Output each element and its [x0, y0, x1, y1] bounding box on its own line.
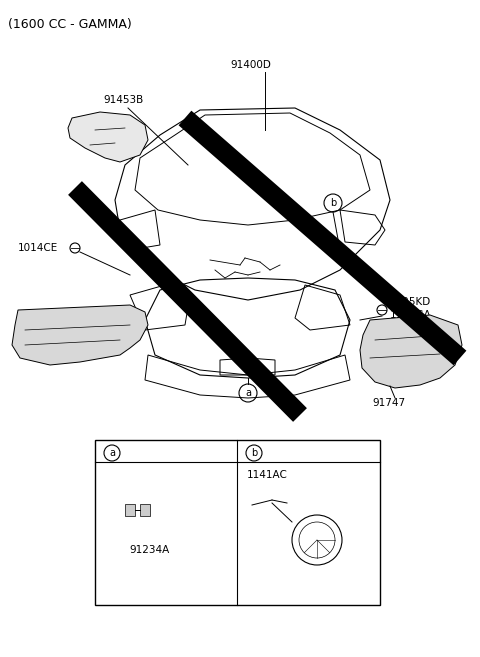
Text: b: b — [251, 448, 257, 458]
Text: 1141AC: 1141AC — [247, 470, 288, 480]
Polygon shape — [12, 305, 148, 365]
Text: 1125GA: 1125GA — [390, 310, 432, 320]
Text: 1125KD: 1125KD — [390, 297, 431, 307]
Text: 91491H: 91491H — [62, 342, 103, 352]
Text: a: a — [245, 388, 251, 398]
Polygon shape — [68, 112, 148, 162]
Bar — [140, 504, 150, 516]
Bar — [95, 440, 380, 605]
Text: 91747: 91747 — [372, 398, 405, 408]
Bar — [125, 504, 135, 516]
Text: 1014CE: 1014CE — [18, 243, 58, 253]
Polygon shape — [360, 315, 462, 388]
Text: 91234A: 91234A — [130, 545, 170, 555]
Text: (1600 CC - GAMMA): (1600 CC - GAMMA) — [8, 18, 132, 31]
Text: b: b — [330, 198, 336, 208]
Text: 1125AE: 1125AE — [390, 323, 430, 333]
Text: a: a — [109, 448, 115, 458]
Text: 91400D: 91400D — [230, 60, 271, 70]
Text: 91453B: 91453B — [103, 95, 143, 105]
